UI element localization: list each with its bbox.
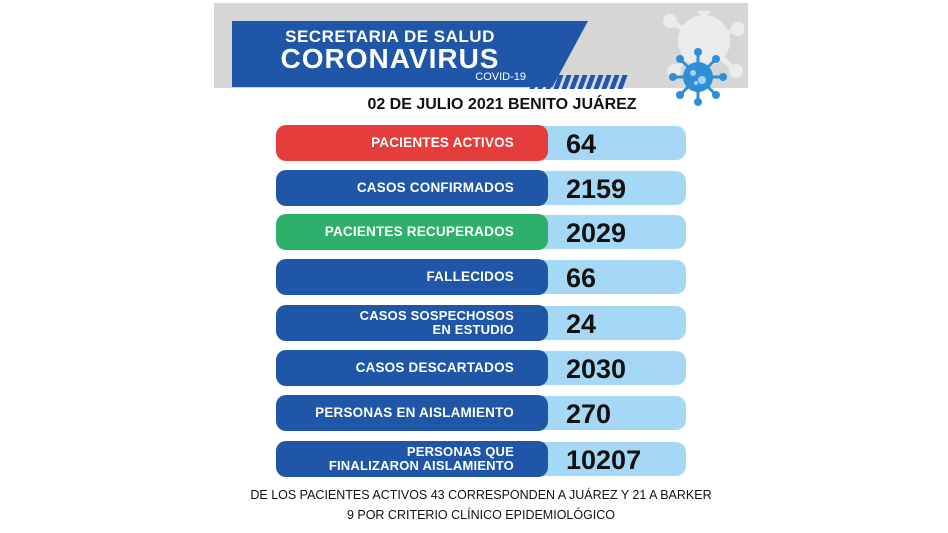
date-line: 02 DE JULIO 2021 BENITO JUÁREZ: [367, 96, 637, 113]
stat-label: CASOS CONFIRMADOS: [276, 170, 548, 206]
header-line-1: SECRETARIA DE SALUD: [285, 27, 495, 46]
stat-label-line: CASOS CONFIRMADOS: [356, 179, 514, 195]
value-bar: [536, 442, 686, 476]
stat-value: 64: [566, 129, 597, 159]
stat-row: PACIENTES RECUPERADOS 2029: [276, 214, 686, 250]
stat-value: 66: [566, 263, 597, 293]
stat-value: 2159: [566, 174, 627, 204]
stat-label-line: PACIENTES ACTIVOS: [371, 134, 514, 150]
stat-label-line: EN ESTUDIO: [432, 322, 514, 337]
stat-label-line: FALLECIDOS: [426, 268, 514, 284]
value-bar: [536, 171, 686, 205]
stat-row: FALLECIDOS 66: [276, 259, 686, 295]
decorative-stripes: [529, 75, 628, 89]
stat-label-line: FINALIZARON AISLAMIENTO: [328, 458, 514, 473]
virus-icon: [669, 48, 727, 106]
stat-label: FALLECIDOS: [276, 259, 548, 295]
stat-label: PACIENTES ACTIVOS: [276, 125, 548, 161]
stat-value: 24: [566, 309, 597, 339]
footer-line-1: DE LOS PACIENTES ACTIVOS 43 CORRESPONDEN…: [250, 488, 712, 502]
stat-label: PERSONAS QUE FINALIZARON AISLAMIENTO: [276, 441, 548, 477]
value-bar: [536, 260, 686, 294]
stat-row: CASOS SOSPECHOSOS EN ESTUDIO 24: [276, 305, 686, 341]
header-line-3: COVID-19: [475, 71, 526, 83]
value-bar: [536, 126, 686, 160]
stat-row: PERSONAS EN AISLAMIENTO 270: [276, 395, 686, 431]
stat-row: PERSONAS QUE FINALIZARON AISLAMIENTO 10207: [276, 441, 686, 477]
header-line-2: CORONAVIRUS: [280, 43, 500, 74]
title-block: SECRETARIA DE SALUD CORONAVIRUS COVID-19: [232, 21, 588, 87]
stat-row: PACIENTES ACTIVOS 64: [276, 125, 686, 161]
stat-label-line: CASOS SOSPECHOSOS: [359, 308, 514, 324]
stat-label-line: PACIENTES RECUPERADOS: [324, 223, 514, 239]
value-bar: [536, 396, 686, 430]
stat-value: 10207: [566, 445, 642, 475]
footer-line-2: 9 POR CRITERIO CLÍNICO EPIDEMIOLÓGICO: [346, 508, 616, 522]
stat-label: CASOS DESCARTADOS: [276, 350, 548, 386]
virus-background-icon: [663, 11, 744, 78]
stat-label: PACIENTES RECUPERADOS: [276, 214, 548, 250]
stat-value: 2030: [566, 354, 627, 384]
stat-row: CASOS CONFIRMADOS 2159: [276, 170, 686, 206]
stat-value: 270: [566, 399, 612, 429]
value-bar: [536, 215, 686, 249]
stat-label: PERSONAS EN AISLAMIENTO: [276, 395, 548, 431]
stat-label-line: PERSONAS EN AISLAMIENTO: [315, 404, 514, 420]
value-bar: [536, 351, 686, 385]
stat-row: CASOS DESCARTADOS 2030: [276, 350, 686, 386]
stat-value: 2029: [566, 218, 627, 248]
stat-label: CASOS SOSPECHOSOS EN ESTUDIO: [276, 305, 548, 341]
stat-label-line: CASOS DESCARTADOS: [355, 359, 514, 375]
header-band: SECRETARIA DE SALUD CORONAVIRUS COVID-19: [214, 3, 748, 106]
value-bar: [536, 306, 686, 340]
infographic-card: SECRETARIA DE SALUD CORONAVIRUS COVID-19…: [212, 0, 750, 533]
stat-label-line: PERSONAS QUE: [406, 444, 514, 460]
